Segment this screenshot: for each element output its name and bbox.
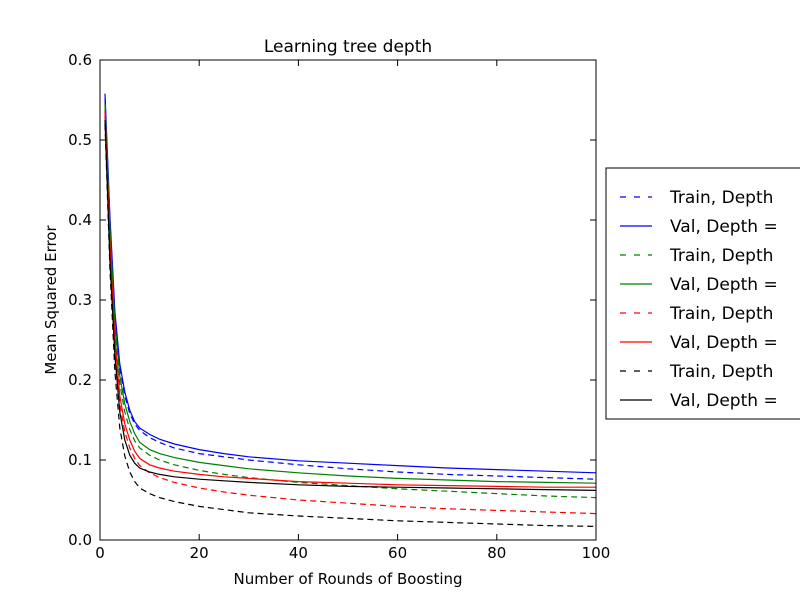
- y-tick-label: 0.6: [68, 51, 92, 69]
- series-line-1: [104, 98, 597, 480]
- series-line-3: [104, 109, 597, 499]
- legend-entry-label: Val, Depth =: [670, 275, 778, 295]
- legend: Train, Depth Val, Depth = Train, Depth Val,…: [605, 167, 800, 420]
- x-tick-label: 100: [582, 544, 611, 562]
- x-tick-label: 60: [388, 544, 407, 562]
- legend-box: [605, 167, 800, 420]
- plot-lines: [104, 93, 597, 527]
- x-tick-label: 0: [95, 544, 105, 562]
- y-tick-label: 0.4: [68, 211, 92, 229]
- legend-entry-label: Val, Depth =: [670, 217, 778, 237]
- y-tick-label: 0.0: [68, 531, 92, 549]
- legend-entry-label: Train, Depth: [669, 246, 773, 266]
- y-tick-label: 0.3: [68, 291, 92, 309]
- series-line-5: [104, 115, 597, 515]
- series-line-6: [104, 111, 596, 488]
- series-line-4: [104, 103, 597, 484]
- chart-title: Learning tree depth: [264, 37, 432, 57]
- x-axis-label: Number of Rounds of Boosting: [233, 570, 462, 588]
- y-tick-label: 0.2: [68, 371, 92, 389]
- x-tick-label: 40: [289, 544, 308, 562]
- series-line-2: [104, 93, 597, 474]
- series-line-7: [104, 123, 597, 527]
- x-tick-label: 20: [190, 544, 209, 562]
- y-tick-label: 0.5: [68, 131, 92, 149]
- legend-entry-label: Val, Depth =: [670, 391, 778, 411]
- legend-entry-label: Train, Depth: [669, 304, 773, 324]
- x-tick-label: 80: [487, 544, 506, 562]
- y-tick-label: 0.1: [68, 451, 92, 469]
- legend-entry-label: Train, Depth: [669, 188, 773, 208]
- axes: 0 20 40 60 80 100 0.0 0.1 0.2 0.3 0.4 0.5 0.6: [68, 51, 610, 562]
- legend-entry-label: Train, Depth: [669, 362, 773, 382]
- legend-entry-label: Val, Depth =: [670, 333, 778, 353]
- plot-frame: [99, 59, 597, 541]
- series-line-8: [104, 119, 597, 491]
- y-axis-label: Mean Squared Error: [42, 225, 60, 375]
